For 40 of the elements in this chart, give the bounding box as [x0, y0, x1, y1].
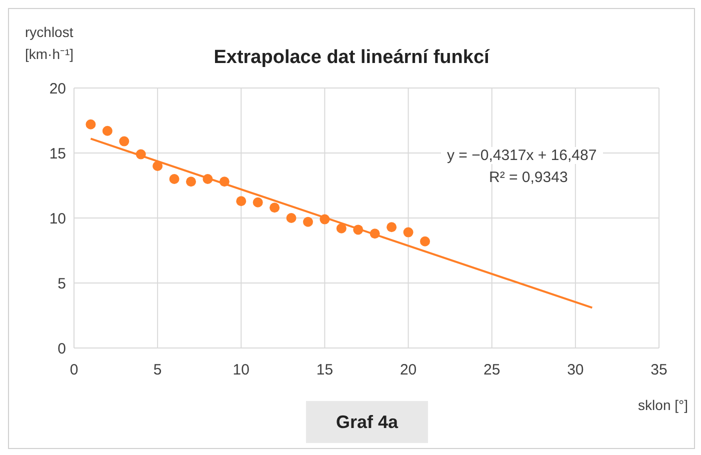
point: [353, 224, 364, 235]
point: [286, 213, 296, 223]
annotation: R² = 0,9343: [489, 169, 568, 186]
y-tick-label: 15: [49, 145, 66, 162]
y-tick-label: 0: [58, 340, 66, 358]
chart-title: Extrapolace dat lineární funkcí: [214, 47, 490, 68]
x-axis-title: sklon [°]: [638, 397, 688, 413]
point: [202, 174, 213, 184]
point: [119, 136, 130, 146]
x-tick-label: 10: [232, 362, 250, 379]
point: [420, 236, 430, 246]
y-tick-label: 5: [58, 275, 66, 292]
point: [270, 202, 280, 213]
x-tick-label: 35: [650, 362, 668, 379]
point: [169, 174, 180, 184]
x-tick-label: 30: [567, 362, 584, 379]
x-tick-label: 20: [400, 362, 417, 379]
point: [136, 149, 146, 160]
y-tick-label: 20: [49, 80, 66, 98]
point: [320, 214, 330, 224]
point: [252, 197, 263, 208]
point: [219, 176, 230, 187]
point: [336, 223, 346, 234]
point: [236, 196, 246, 206]
point: [186, 176, 196, 187]
point: [303, 216, 313, 227]
point: [403, 227, 414, 238]
x-tick-label: 5: [153, 362, 162, 379]
y-tick-label: 10: [49, 210, 66, 228]
text: Graf 4a: [306, 401, 428, 443]
point: [370, 228, 380, 239]
x-tick-label: 15: [316, 362, 334, 379]
y-axis-title: rychlost [km·h⁻¹]: [25, 23, 75, 64]
annotation: y = −0,4317x + 16,487: [441, 147, 603, 164]
point: [86, 119, 96, 130]
point: [386, 222, 397, 232]
point: [102, 126, 112, 136]
x-tick-label: 25: [484, 362, 500, 379]
point: [152, 161, 163, 171]
x-tick-label: 0: [70, 362, 78, 379]
